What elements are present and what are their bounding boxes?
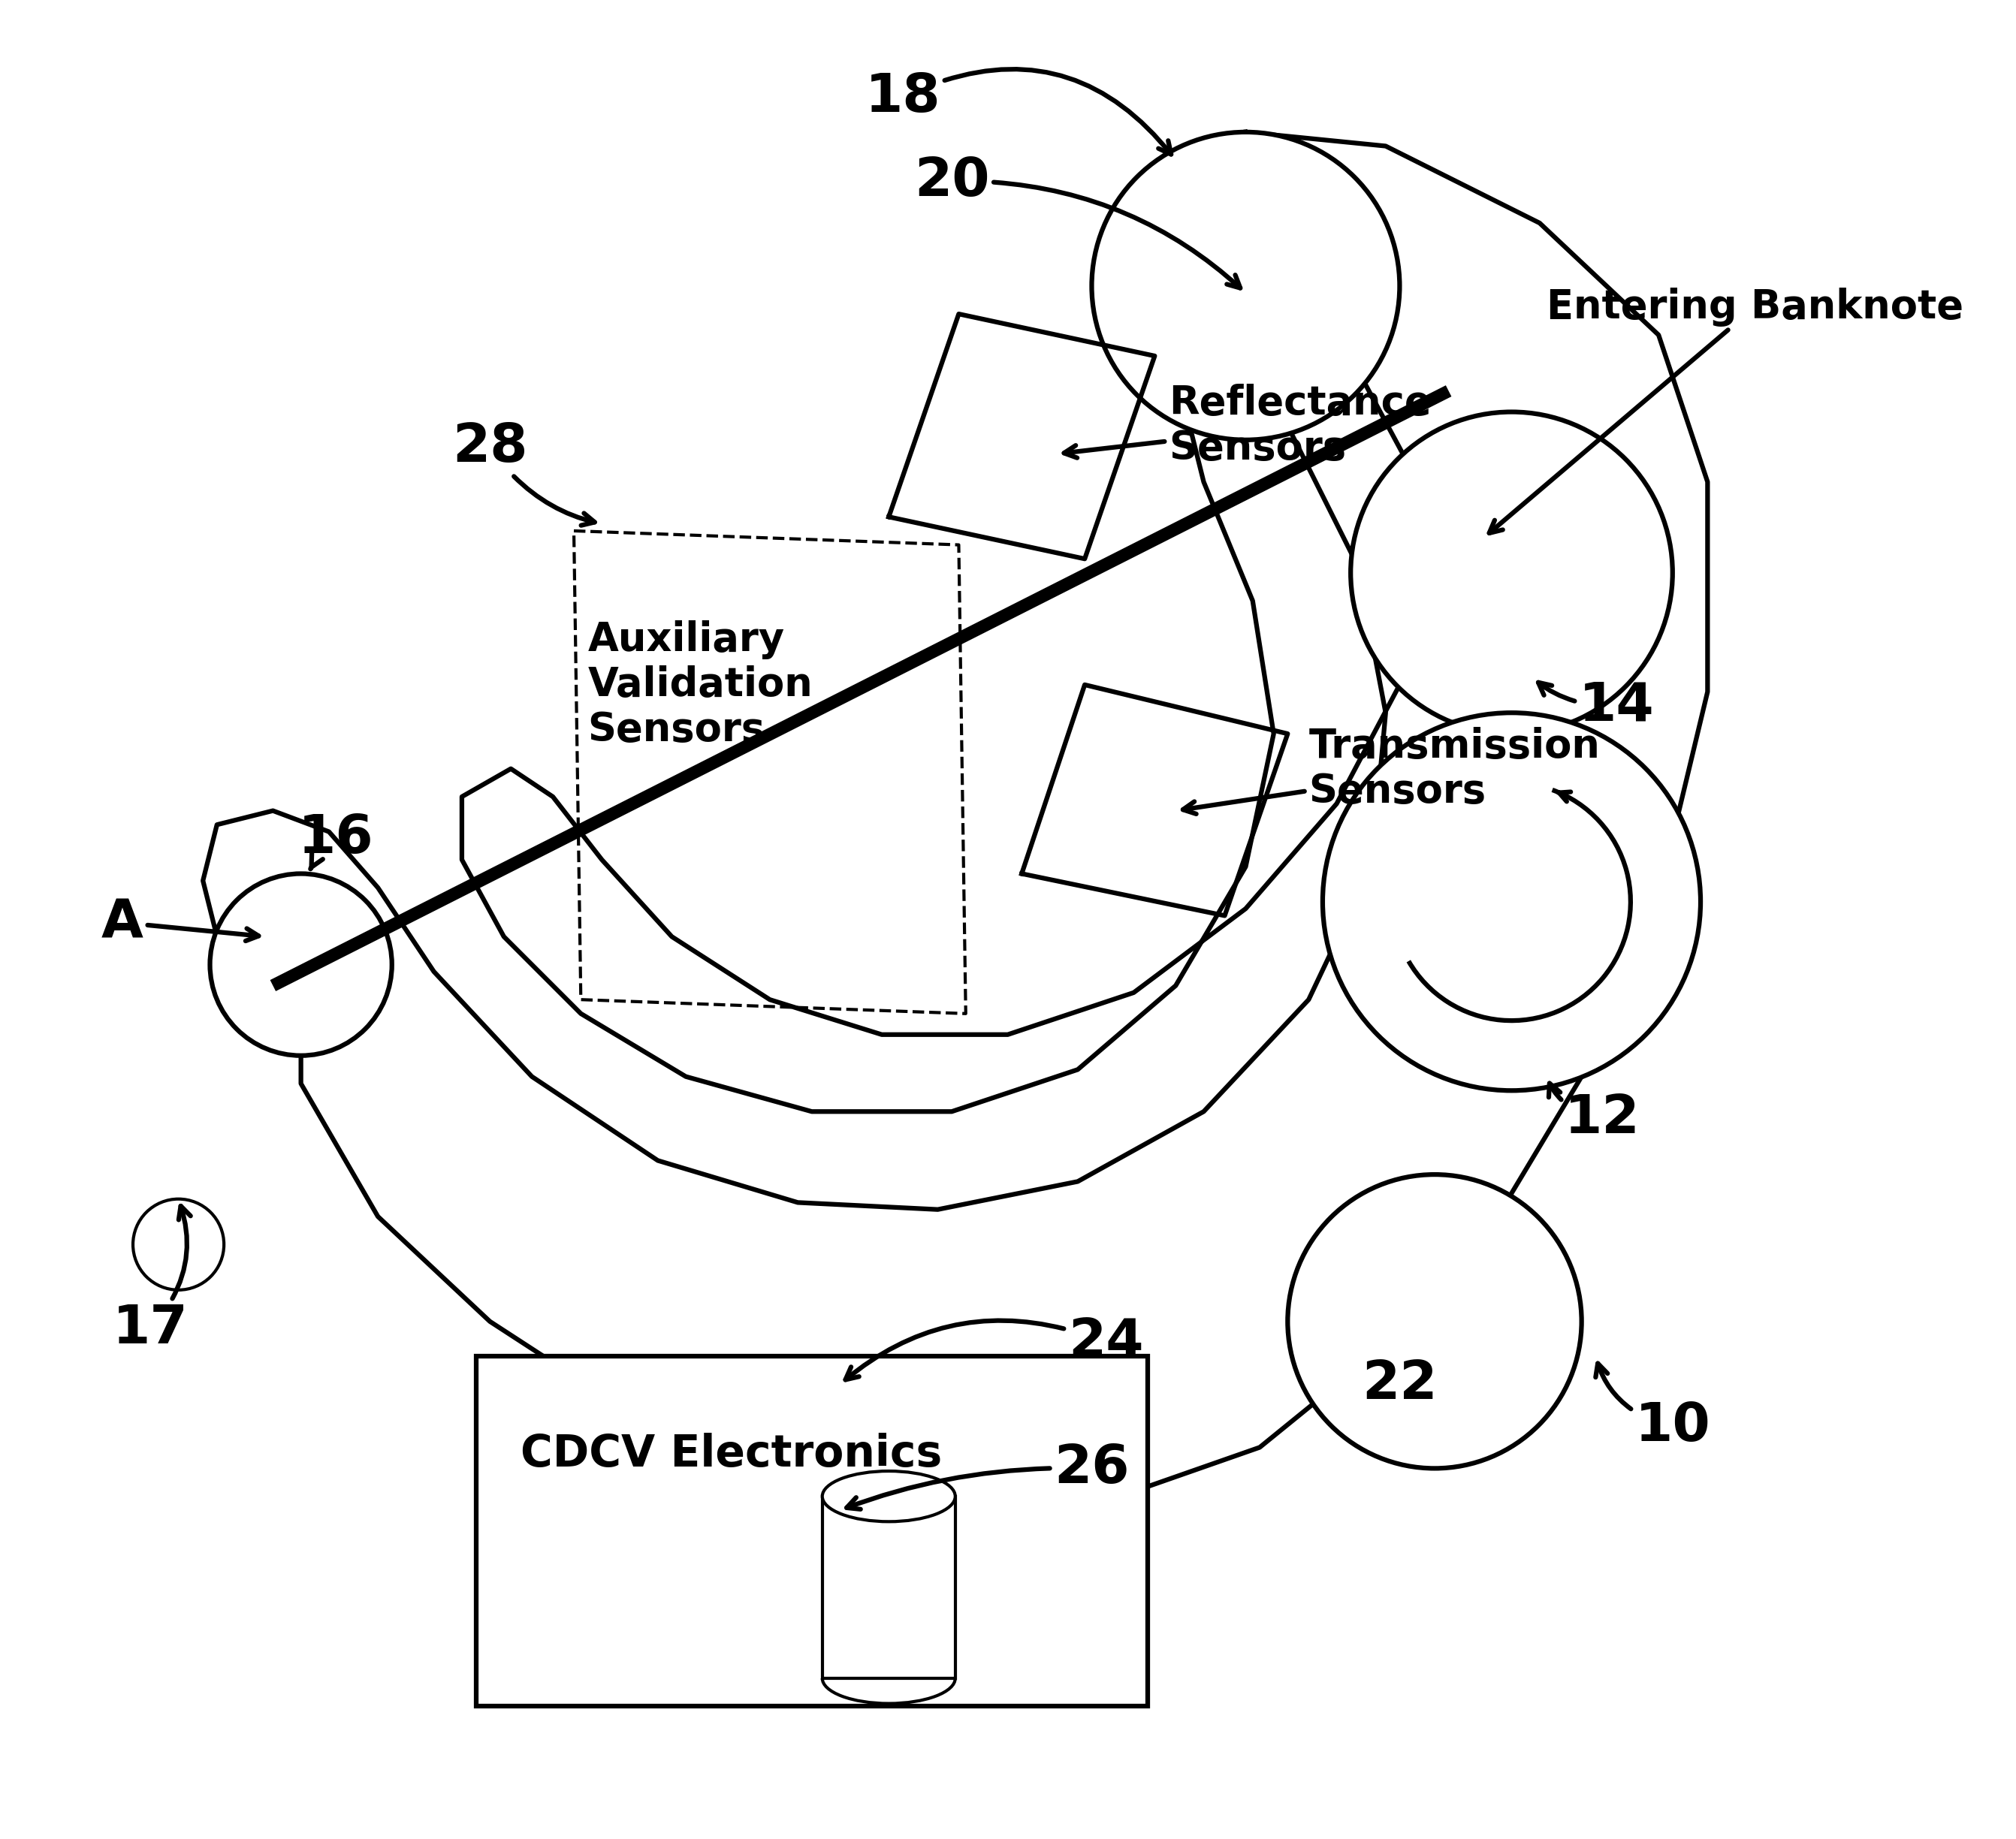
Text: 12: 12 <box>1548 1083 1641 1144</box>
Text: 28: 28 <box>452 421 595 526</box>
Text: 24: 24 <box>845 1317 1143 1379</box>
Text: 16: 16 <box>298 813 373 870</box>
Text: 18: 18 <box>865 70 1171 154</box>
Text: 10: 10 <box>1595 1363 1710 1453</box>
Text: 17: 17 <box>113 1206 192 1354</box>
Circle shape <box>210 874 391 1056</box>
Circle shape <box>1093 132 1399 440</box>
Text: Entering Banknote: Entering Banknote <box>1490 287 1964 533</box>
Circle shape <box>1351 412 1673 734</box>
Text: Auxiliary
Validation
Sensors: Auxiliary Validation Sensors <box>589 620 812 750</box>
Bar <box>476 1357 1147 1707</box>
Text: 14: 14 <box>1538 680 1655 732</box>
Text: 20: 20 <box>913 154 1240 289</box>
Text: 22: 22 <box>1363 1359 1437 1411</box>
Text: CDCV Electronics: CDCV Electronics <box>520 1433 941 1475</box>
Bar <box>823 1497 956 1679</box>
Ellipse shape <box>823 1471 956 1521</box>
Circle shape <box>1288 1175 1583 1468</box>
Text: 26: 26 <box>847 1442 1129 1510</box>
Text: A: A <box>101 897 258 949</box>
Circle shape <box>1322 714 1702 1091</box>
Circle shape <box>133 1199 224 1289</box>
Text: Reflectance
Sensors: Reflectance Sensors <box>1064 384 1431 469</box>
Text: Transmission
Sensors: Transmission Sensors <box>1183 726 1601 815</box>
